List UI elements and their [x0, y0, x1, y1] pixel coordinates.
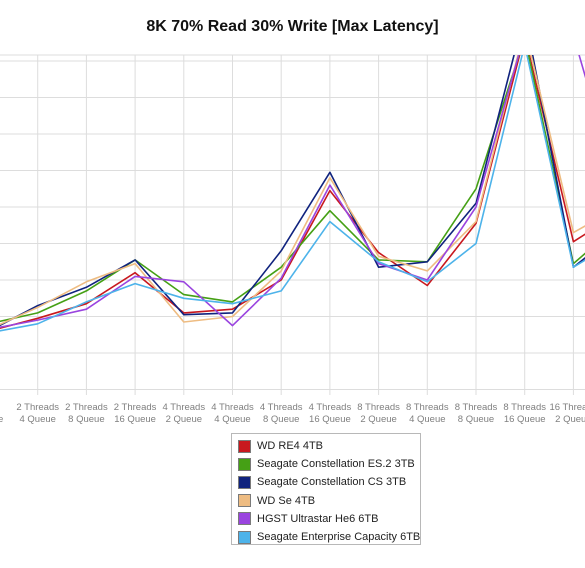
- x-tick-label: 2 Threads 4 Queue: [16, 402, 59, 425]
- legend-swatch: [238, 439, 251, 453]
- legend-swatch: [238, 530, 251, 544]
- legend-item: Seagate Constellation ES.2 3TB: [238, 455, 420, 473]
- x-tick-label-line1: 4 Threads: [162, 402, 205, 413]
- x-tick-label: 8 Threads 8 Queue: [455, 402, 498, 425]
- x-tick-label-line2: 8 Queue: [263, 414, 299, 425]
- x-tick-label: 8 Threads 4 Queue: [406, 402, 449, 425]
- x-tick-label-line1: 16 Threads: [549, 402, 585, 413]
- x-tick-label-line2: 2 Queue: [360, 414, 396, 425]
- x-tick-label: 2 Threads 8 Queue: [65, 402, 108, 425]
- series-line-6: [0, 55, 585, 332]
- x-tick-label-line2: 4 Queue: [214, 414, 250, 425]
- x-tick-label: 8 Threads 2 Queue: [357, 402, 400, 425]
- x-tick-label: Queue: [0, 414, 3, 425]
- legend-swatch: [238, 494, 251, 508]
- x-tick-label-line1: 8 Threads: [357, 402, 400, 413]
- legend-swatch: [238, 512, 251, 526]
- x-tick-label-line2: 2 Queue: [166, 414, 202, 425]
- x-tick-label-line2: 4 Queue: [19, 414, 55, 425]
- x-tick-label-line2: 2 Queue: [555, 414, 585, 425]
- x-tick-label: 8 Threads 16 Queue: [503, 402, 546, 425]
- x-tick-label-line2: 16 Queue: [114, 414, 156, 425]
- legend-label: Seagate Enterprise Capacity 6TB: [257, 531, 421, 544]
- x-tick-label-line2: 8 Queue: [68, 414, 104, 425]
- x-tick-label-line1: 8 Threads: [406, 402, 449, 413]
- legend-label: Seagate Constellation CS 3TB: [257, 476, 407, 489]
- legend-label: Seagate Constellation ES.2 3TB: [257, 458, 415, 471]
- series-line-3: [0, 55, 585, 327]
- x-tick-label-line2: 4 Queue: [409, 414, 445, 425]
- chart-title: 8K 70% Read 30% Write [Max Latency]: [146, 18, 439, 35]
- x-tick-label-line1: 8 Threads: [503, 402, 546, 413]
- series-line-4: [0, 55, 585, 326]
- x-tick-label: 4 Threads 16 Queue: [309, 402, 352, 425]
- series-line-5: [0, 55, 585, 329]
- x-tick-label-line1: 2 Threads: [114, 402, 157, 413]
- x-tick-label-line2: 16 Queue: [504, 414, 546, 425]
- legend-label: WD Se 4TB: [257, 494, 316, 507]
- x-tick-label: 4 Threads 8 Queue: [260, 402, 303, 425]
- legend-swatch: [238, 457, 251, 471]
- legend-item: WD RE4 4TB: [238, 437, 420, 455]
- x-tick-label-line1: 8 Threads: [455, 402, 498, 413]
- x-tick-label: 4 Threads 2 Queue: [162, 402, 205, 425]
- x-tick-label-line1: 4 Threads: [309, 402, 352, 413]
- x-tick-label-line2: Queue: [0, 414, 3, 425]
- legend-swatch: [238, 475, 251, 489]
- legend: WD RE4 4TB Seagate Constellation ES.2 3TB…: [231, 433, 421, 545]
- legend-item: HGST Ultrastar He6 6TB: [238, 510, 420, 528]
- legend-item: Seagate Constellation CS 3TB: [238, 473, 420, 491]
- x-tick-label-line1: 2 Threads: [16, 402, 59, 413]
- x-tick-label-line1: 4 Threads: [211, 402, 254, 413]
- legend-label: HGST Ultrastar He6 6TB: [257, 512, 379, 525]
- x-tick-label: 2 Threads 16 Queue: [114, 402, 157, 425]
- legend-item: Seagate Enterprise Capacity 6TB: [238, 528, 420, 546]
- x-tick-label: 4 Threads 4 Queue: [211, 402, 254, 425]
- legend-item: WD Se 4TB: [238, 492, 420, 510]
- x-tick-label-line1: 2 Threads: [65, 402, 108, 413]
- x-tick-label-line2: 8 Queue: [458, 414, 494, 425]
- x-tick-label-line1: 4 Threads: [260, 402, 303, 413]
- x-tick-label-line2: 16 Queue: [309, 414, 351, 425]
- legend-label: WD RE4 4TB: [257, 440, 324, 453]
